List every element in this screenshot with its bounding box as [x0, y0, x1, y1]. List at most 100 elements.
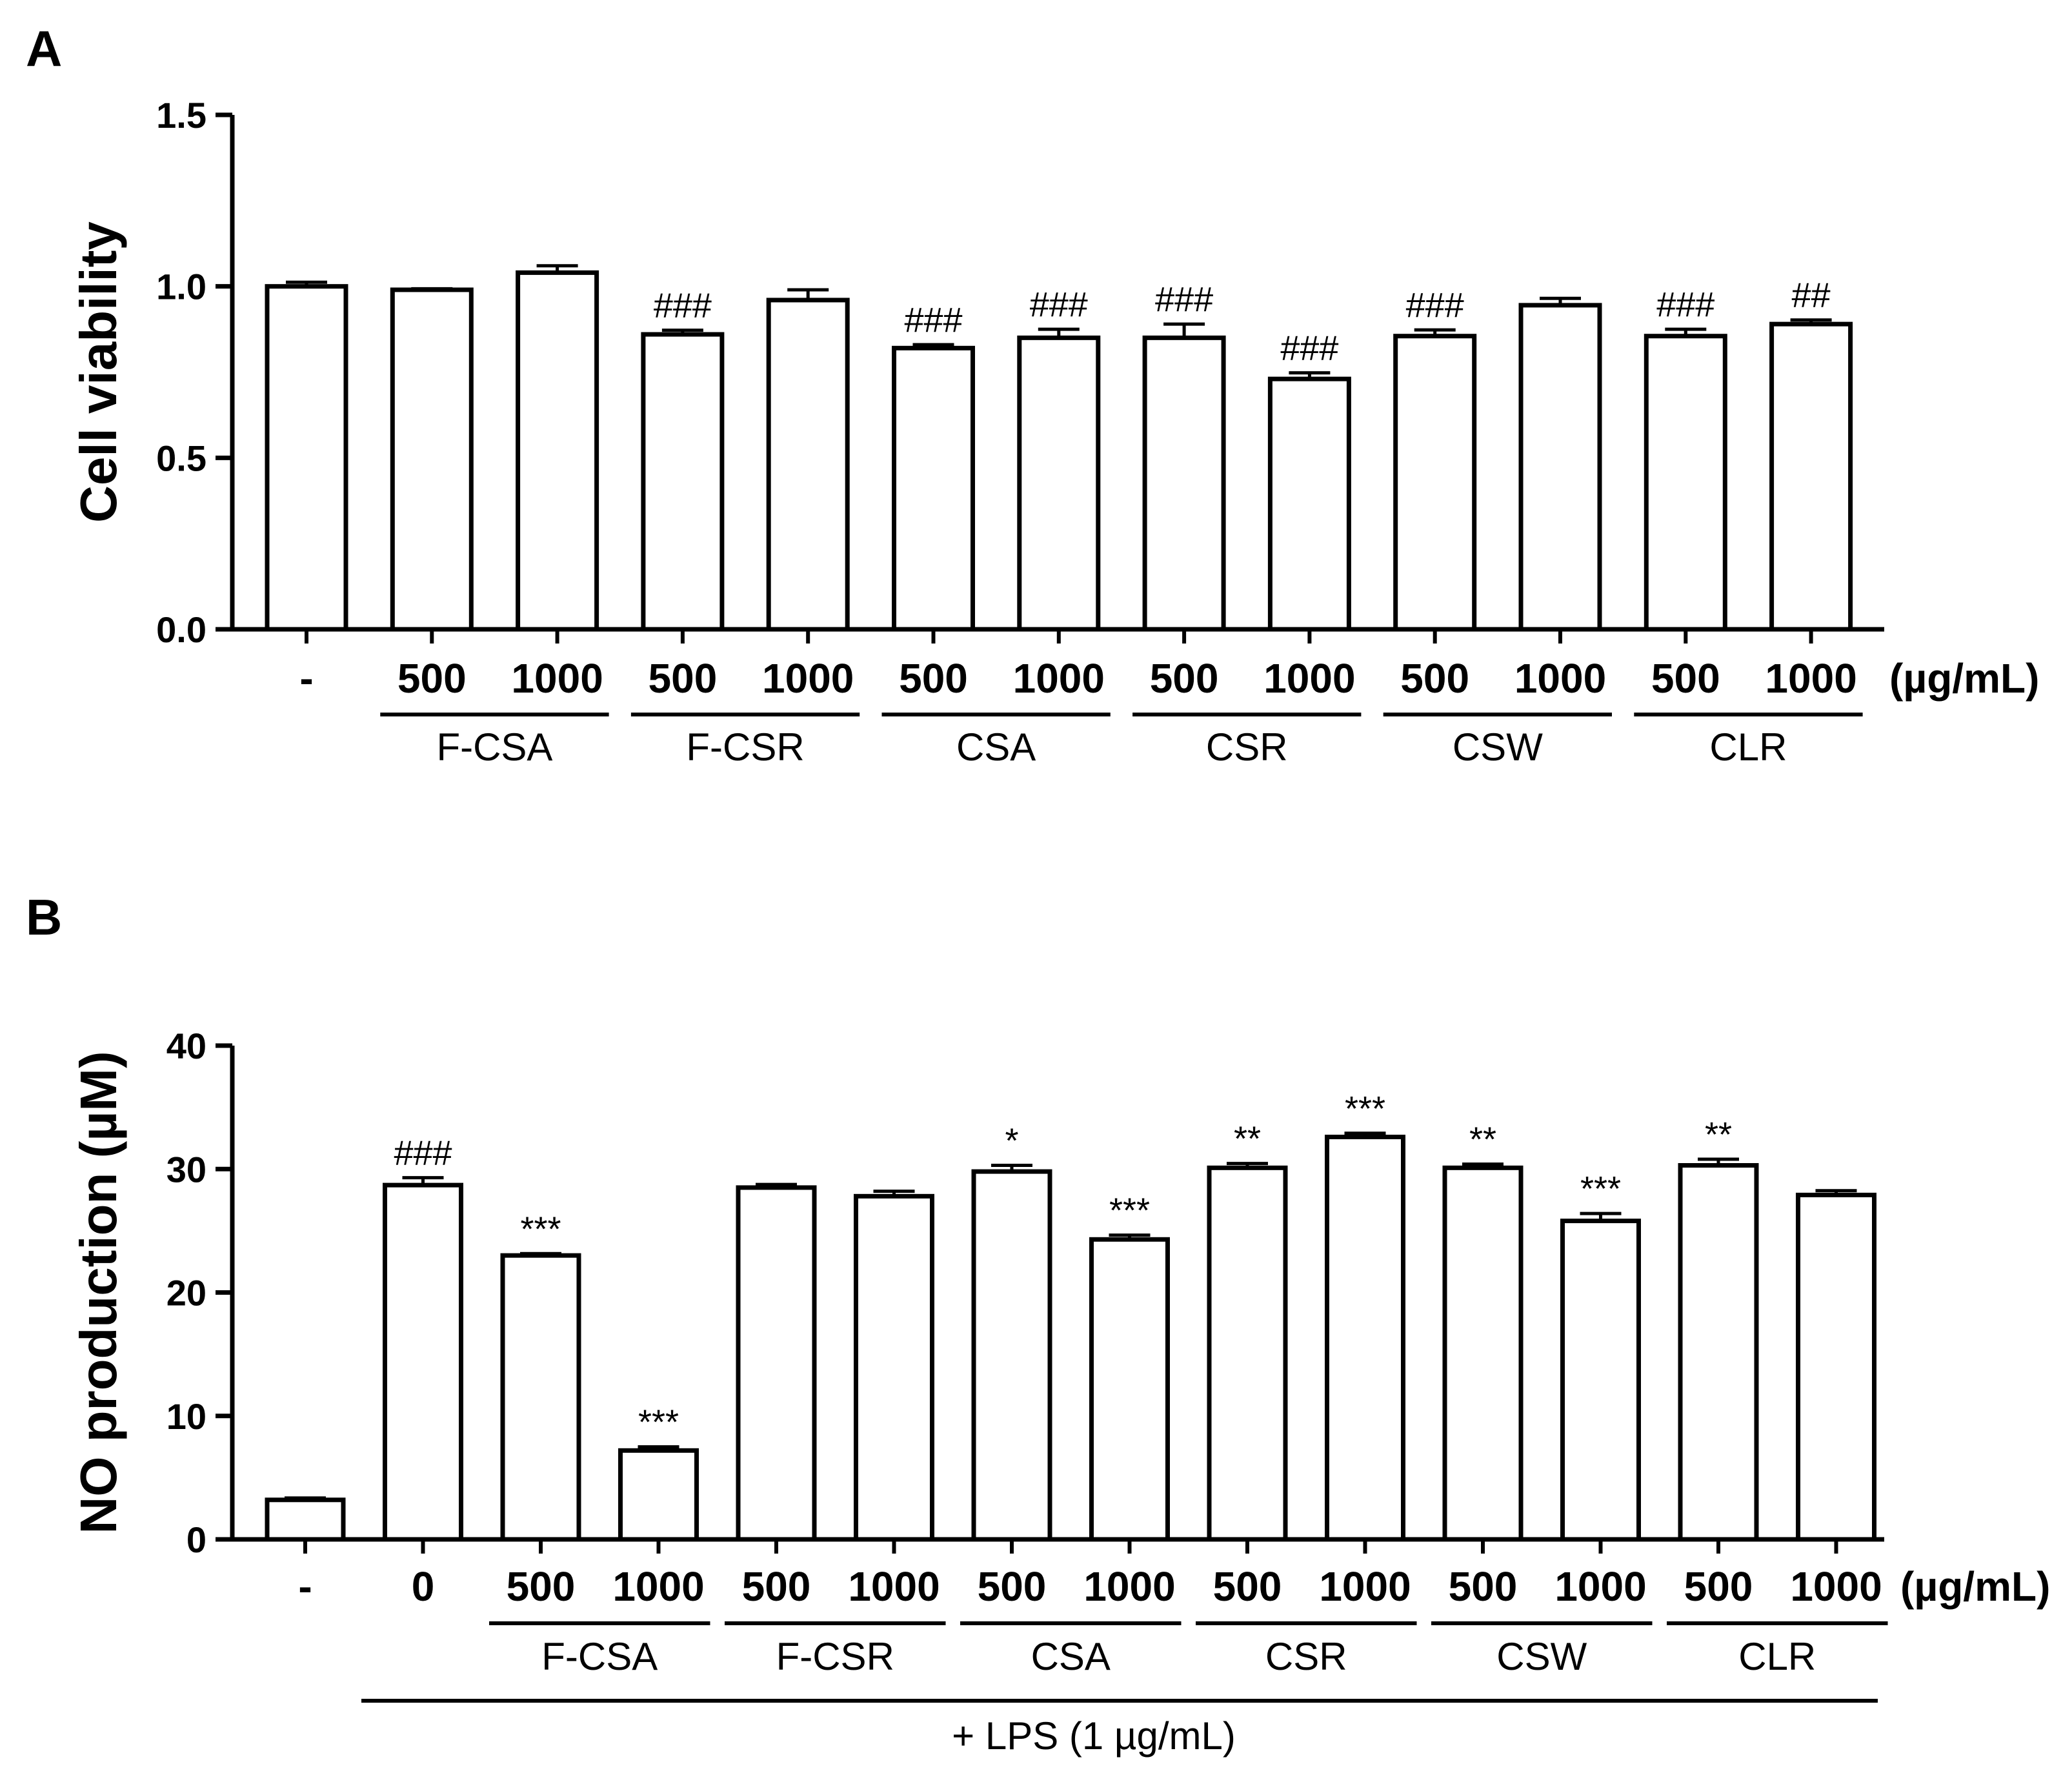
bar — [766, 298, 850, 632]
group-label: CLR — [1738, 1635, 1816, 1678]
group-label: F-CSA — [541, 1635, 658, 1678]
x-tick-label: 500 — [978, 1563, 1047, 1610]
significance-label: ## — [1792, 276, 1831, 315]
x-tick-label: 1000 — [762, 655, 854, 702]
x-tick-label: 1000 — [848, 1563, 940, 1610]
x-tick-label: 1000 — [612, 1563, 704, 1610]
group-label: CSA — [1031, 1635, 1111, 1678]
bar — [1769, 321, 1853, 632]
bar — [383, 1182, 463, 1542]
x-tick-label: 0 — [412, 1563, 435, 1610]
x-tick-label: 1000 — [1790, 1563, 1882, 1610]
x-tick-label: - — [299, 655, 313, 702]
panel-a-chart: A 0.0 0.5 1.0 1.5 Cell viability - 500 1000 ### 5… — [26, 20, 2039, 769]
bar — [618, 1448, 699, 1542]
panel-a-letter: A — [26, 20, 62, 77]
x-tick-label: 500 — [1449, 1563, 1518, 1610]
group-label: CSA — [956, 725, 1036, 769]
y-axis-label: Cell viability — [70, 221, 127, 523]
bar — [1442, 1165, 1524, 1542]
bar — [1518, 303, 1602, 632]
unit-label: (µg/mL) — [1889, 655, 2039, 702]
group-label: CSW — [1496, 1635, 1587, 1678]
y-tick-label: 0.0 — [156, 609, 206, 650]
bar — [892, 345, 975, 632]
bar — [1017, 335, 1101, 632]
x-tick-label: 1000 — [1319, 1563, 1411, 1610]
bar — [1207, 1165, 1288, 1542]
panel-b-letter: B — [26, 889, 62, 946]
y-tick-label: 30 — [166, 1149, 206, 1190]
group-label: F-CSR — [776, 1635, 894, 1678]
significance-label: ### — [1280, 329, 1338, 368]
significance-label: *** — [520, 1210, 561, 1248]
x-tick-label: 1000 — [511, 655, 603, 702]
significance-label: *** — [1580, 1170, 1621, 1208]
lps-bracket-label: + LPS (1 µg/mL) — [952, 1714, 1236, 1758]
significance-label: *** — [638, 1403, 679, 1442]
y-tick-label: 10 — [166, 1396, 206, 1437]
significance-label: *** — [1109, 1191, 1150, 1230]
x-tick-label: 500 — [1400, 655, 1469, 702]
group-label: CSR — [1265, 1635, 1347, 1678]
bar — [1393, 334, 1477, 632]
bar — [1644, 334, 1727, 632]
bar — [1796, 1192, 1876, 1542]
bar — [265, 284, 348, 632]
significance-label: * — [1005, 1122, 1018, 1161]
y-tick-label: 1.0 — [156, 267, 206, 307]
significance-label: ** — [1705, 1115, 1732, 1154]
x-tick-label: 1000 — [1765, 655, 1856, 702]
x-tick-label: 500 — [742, 1563, 811, 1610]
x-tick-label: 1000 — [1263, 655, 1355, 702]
bar — [736, 1185, 817, 1542]
bar — [265, 1497, 346, 1542]
group-label: CSW — [1453, 725, 1543, 769]
x-tick-label: 500 — [649, 655, 718, 702]
bar — [1325, 1135, 1405, 1542]
x-tick-label: - — [298, 1563, 312, 1610]
significance-label: ### — [1155, 280, 1213, 319]
significance-label: ### — [654, 287, 712, 325]
bar — [390, 287, 474, 632]
x-tick-label: 1000 — [1514, 655, 1606, 702]
x-tick-label: 500 — [1213, 1563, 1282, 1610]
x-tick-label: 1000 — [1554, 1563, 1646, 1610]
y-axis-label: NO production (µM) — [70, 1051, 127, 1534]
significance-label: ** — [1234, 1120, 1261, 1159]
bar — [516, 270, 599, 632]
bar — [854, 1193, 934, 1542]
unit-label: (µg/mL) — [1900, 1563, 2050, 1610]
y-tick-label: 0.5 — [156, 438, 206, 478]
significance-label: ### — [1656, 285, 1715, 324]
bar — [1560, 1219, 1641, 1542]
group-label: CSR — [1206, 725, 1288, 769]
significance-label: *** — [1345, 1090, 1385, 1128]
y-tick-label: 1.5 — [156, 95, 206, 136]
group-label: F-CSA — [436, 725, 552, 769]
x-tick-label: 500 — [1150, 655, 1219, 702]
bar — [1089, 1237, 1170, 1542]
x-tick-label: 1000 — [1013, 655, 1105, 702]
significance-label: ### — [1406, 286, 1464, 325]
group-label: F-CSR — [686, 725, 804, 769]
bar — [1142, 335, 1226, 632]
x-tick-label: 500 — [1651, 655, 1720, 702]
bar — [641, 332, 725, 632]
significance-label: ### — [904, 301, 962, 340]
x-tick-label: 1000 — [1083, 1563, 1175, 1610]
bar — [1267, 376, 1351, 632]
group-label: CLR — [1709, 725, 1787, 769]
significance-label: ** — [1469, 1120, 1496, 1159]
y-tick-label: 40 — [166, 1026, 206, 1066]
significance-label: ### — [394, 1134, 452, 1173]
y-tick-label: 0 — [186, 1519, 206, 1560]
x-tick-label: 500 — [899, 655, 968, 702]
y-tick-label: 20 — [166, 1273, 206, 1313]
bar — [500, 1253, 581, 1542]
x-tick-label: 500 — [507, 1563, 576, 1610]
bar — [1678, 1163, 1759, 1542]
x-tick-label: 500 — [1684, 1563, 1753, 1610]
